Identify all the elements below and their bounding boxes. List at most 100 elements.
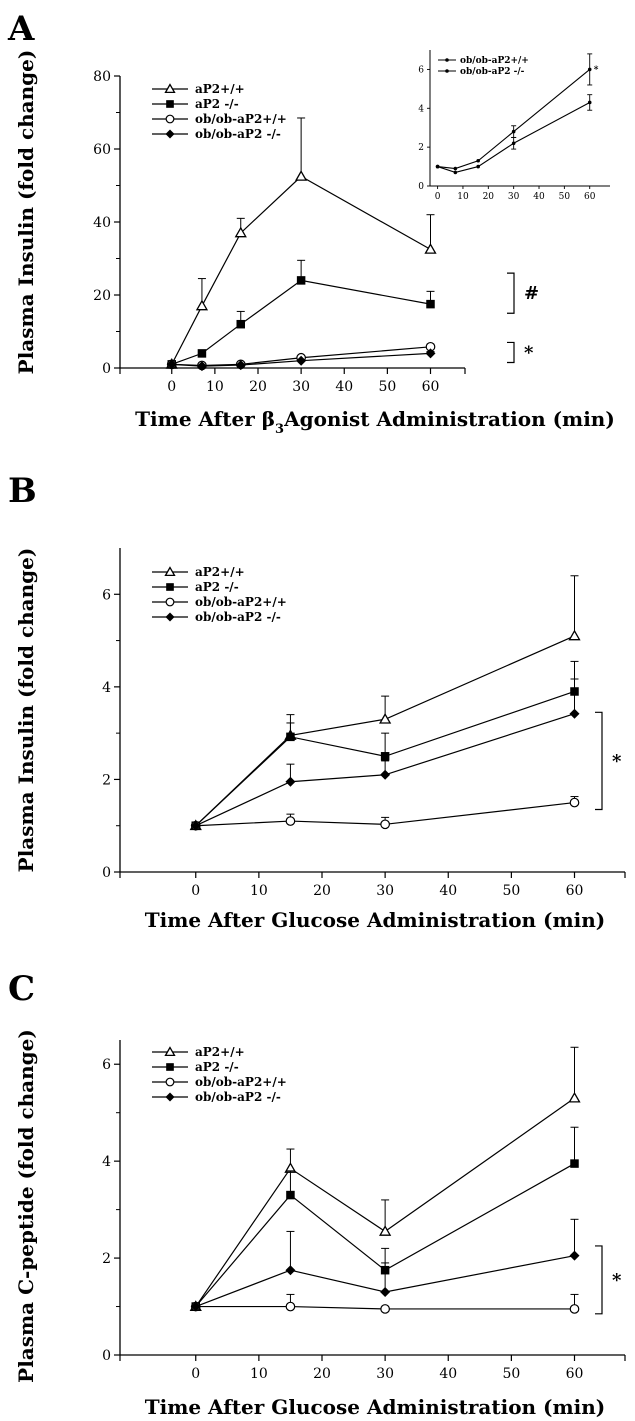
inset-y-tick-label: 4 xyxy=(418,104,424,114)
series-line-2 xyxy=(195,1305,575,1310)
x-tick-label: 30 xyxy=(376,1366,394,1382)
x-tick-label: 10 xyxy=(206,379,224,395)
x-tick-label: 60 xyxy=(566,1366,584,1382)
x-tick-label: 30 xyxy=(292,379,310,395)
diamond-filled-marker xyxy=(296,355,307,366)
series-line-3 xyxy=(195,1255,575,1308)
inset-y-tick-label: 0 xyxy=(418,182,424,192)
significance-label: * xyxy=(524,342,534,363)
circle-open-marker xyxy=(569,1304,580,1314)
diamond-filled-marker xyxy=(166,359,177,370)
square-filled-marker xyxy=(570,1159,579,1168)
x-tick-label: 0 xyxy=(167,379,176,395)
legend-triangle-open-marker xyxy=(164,83,176,94)
x-tick-label: 30 xyxy=(376,883,394,899)
triangle-open-marker xyxy=(195,299,209,311)
legend-circle-open-marker xyxy=(165,597,175,607)
series-line-1 xyxy=(195,1163,575,1307)
legend-diamond-filled-marker xyxy=(165,1092,175,1102)
x-tick-label: 10 xyxy=(250,883,268,899)
series-line-3 xyxy=(195,713,575,827)
triangle-open-marker xyxy=(234,226,247,238)
panel-b-ylabel: Plasma Insulin (fold change) xyxy=(14,548,38,873)
inset-legend-marker xyxy=(445,58,449,62)
legend-diamond-filled-marker xyxy=(165,612,175,622)
y-tick-label: 40 xyxy=(93,215,111,231)
y-tick-label: 4 xyxy=(102,1154,111,1170)
square-filled-marker xyxy=(197,349,207,358)
series-line-0 xyxy=(195,1097,575,1307)
panel-c-xlabel: Time After Glucose Administration (min) xyxy=(145,1395,606,1419)
triangle-open-marker xyxy=(379,712,392,724)
x-tick-label: 60 xyxy=(422,379,440,395)
inset-data-point xyxy=(453,166,458,171)
legend-square-filled-marker xyxy=(166,583,174,591)
x-tick-label: 60 xyxy=(566,883,584,899)
panel-c-ylabel: Plasma C-peptide (fold change) xyxy=(14,1029,38,1383)
circle-open-marker xyxy=(569,797,580,808)
legend-label: ob/ob-aP2 -/- xyxy=(195,1090,281,1104)
inset-legend-label: ob/ob-aP2+/+ xyxy=(460,56,529,66)
inset-data-point xyxy=(511,129,516,134)
inset-x-tick-label: 50 xyxy=(559,192,571,202)
inset-x-tick-label: 40 xyxy=(533,192,545,202)
legend-label: aP2 -/- xyxy=(195,580,239,594)
inset-data-point xyxy=(511,141,516,146)
legend-square-filled-marker xyxy=(166,1063,174,1071)
circle-open-marker xyxy=(380,1304,390,1314)
panel-b-xlabel: Time After Glucose Administration (min) xyxy=(145,908,606,932)
legend-label: ob/ob-aP2 -/- xyxy=(195,610,281,624)
square-filled-marker xyxy=(286,732,295,742)
y-tick-label: 4 xyxy=(102,680,111,696)
y-tick-label: 2 xyxy=(102,1251,111,1267)
square-filled-marker xyxy=(236,319,245,329)
series-line-1 xyxy=(195,690,575,827)
x-tick-label: 0 xyxy=(191,883,200,899)
legend-diamond-filled-marker xyxy=(165,129,175,139)
inset-data-point xyxy=(453,170,458,175)
diamond-filled-marker xyxy=(380,1287,391,1297)
legend-label: ob/ob-aP2 -/- xyxy=(195,127,281,141)
panel-letter-c: C xyxy=(8,969,35,1009)
x-tick-label: 40 xyxy=(335,379,353,395)
legend-triangle-open-marker xyxy=(164,1046,176,1057)
y-tick-label: 0 xyxy=(102,865,111,881)
y-tick-label: 6 xyxy=(102,587,111,603)
inset-legend-label: ob/ob-aP2 -/- xyxy=(460,67,525,77)
diamond-filled-marker xyxy=(569,708,580,719)
square-filled-marker xyxy=(286,1190,295,1200)
triangle-open-marker xyxy=(295,170,308,181)
series-line-2 xyxy=(195,801,575,827)
legend-label: aP2+/+ xyxy=(195,1045,245,1059)
x-tick-label: 0 xyxy=(191,1366,200,1382)
legend-circle-open-marker xyxy=(165,1077,175,1087)
inset-data-point xyxy=(587,67,592,72)
diamond-filled-marker xyxy=(285,776,296,787)
x-tick-label: 20 xyxy=(313,1366,331,1382)
circle-open-marker xyxy=(285,816,296,826)
x-tick-label: 50 xyxy=(502,883,520,899)
significance-bracket xyxy=(507,341,515,364)
inset-chart: 0 10 20 30 40 50 60 0 2 4 6 ob/ob-aP2+/+ob/ob-aP2 -… xyxy=(418,50,610,202)
circle-open-marker xyxy=(285,1301,296,1312)
y-tick-label: 80 xyxy=(93,69,111,85)
significance-label: * xyxy=(612,751,622,772)
panel-c-chart: 0 10 20 30 40 50 60 0 2 4 6 aP2+/+aP2 -/-ob/ob-aP2+… xyxy=(102,1040,626,1382)
series-line-1 xyxy=(171,279,431,365)
panel-b-chart: 0 10 20 30 40 50 60 0 2 4 6 aP2+/+aP2 -/-ob/ob-aP2+… xyxy=(102,548,626,899)
x-tick-label: 20 xyxy=(249,379,267,395)
legend-label: aP2 -/- xyxy=(195,1060,239,1074)
triangle-open-marker xyxy=(424,243,437,254)
square-filled-marker xyxy=(426,299,435,309)
y-tick-label: 20 xyxy=(93,288,111,304)
inset-x-tick-label: 20 xyxy=(483,192,495,202)
significance-bracket xyxy=(595,1245,603,1315)
legend-square-filled-marker xyxy=(166,100,174,108)
legend-label: ob/ob-aP2+/+ xyxy=(195,1075,287,1089)
legend-label: aP2 -/- xyxy=(195,97,239,111)
x-tick-label: 50 xyxy=(378,379,396,395)
legend-label: aP2+/+ xyxy=(195,82,245,96)
diamond-filled-marker xyxy=(380,769,391,780)
